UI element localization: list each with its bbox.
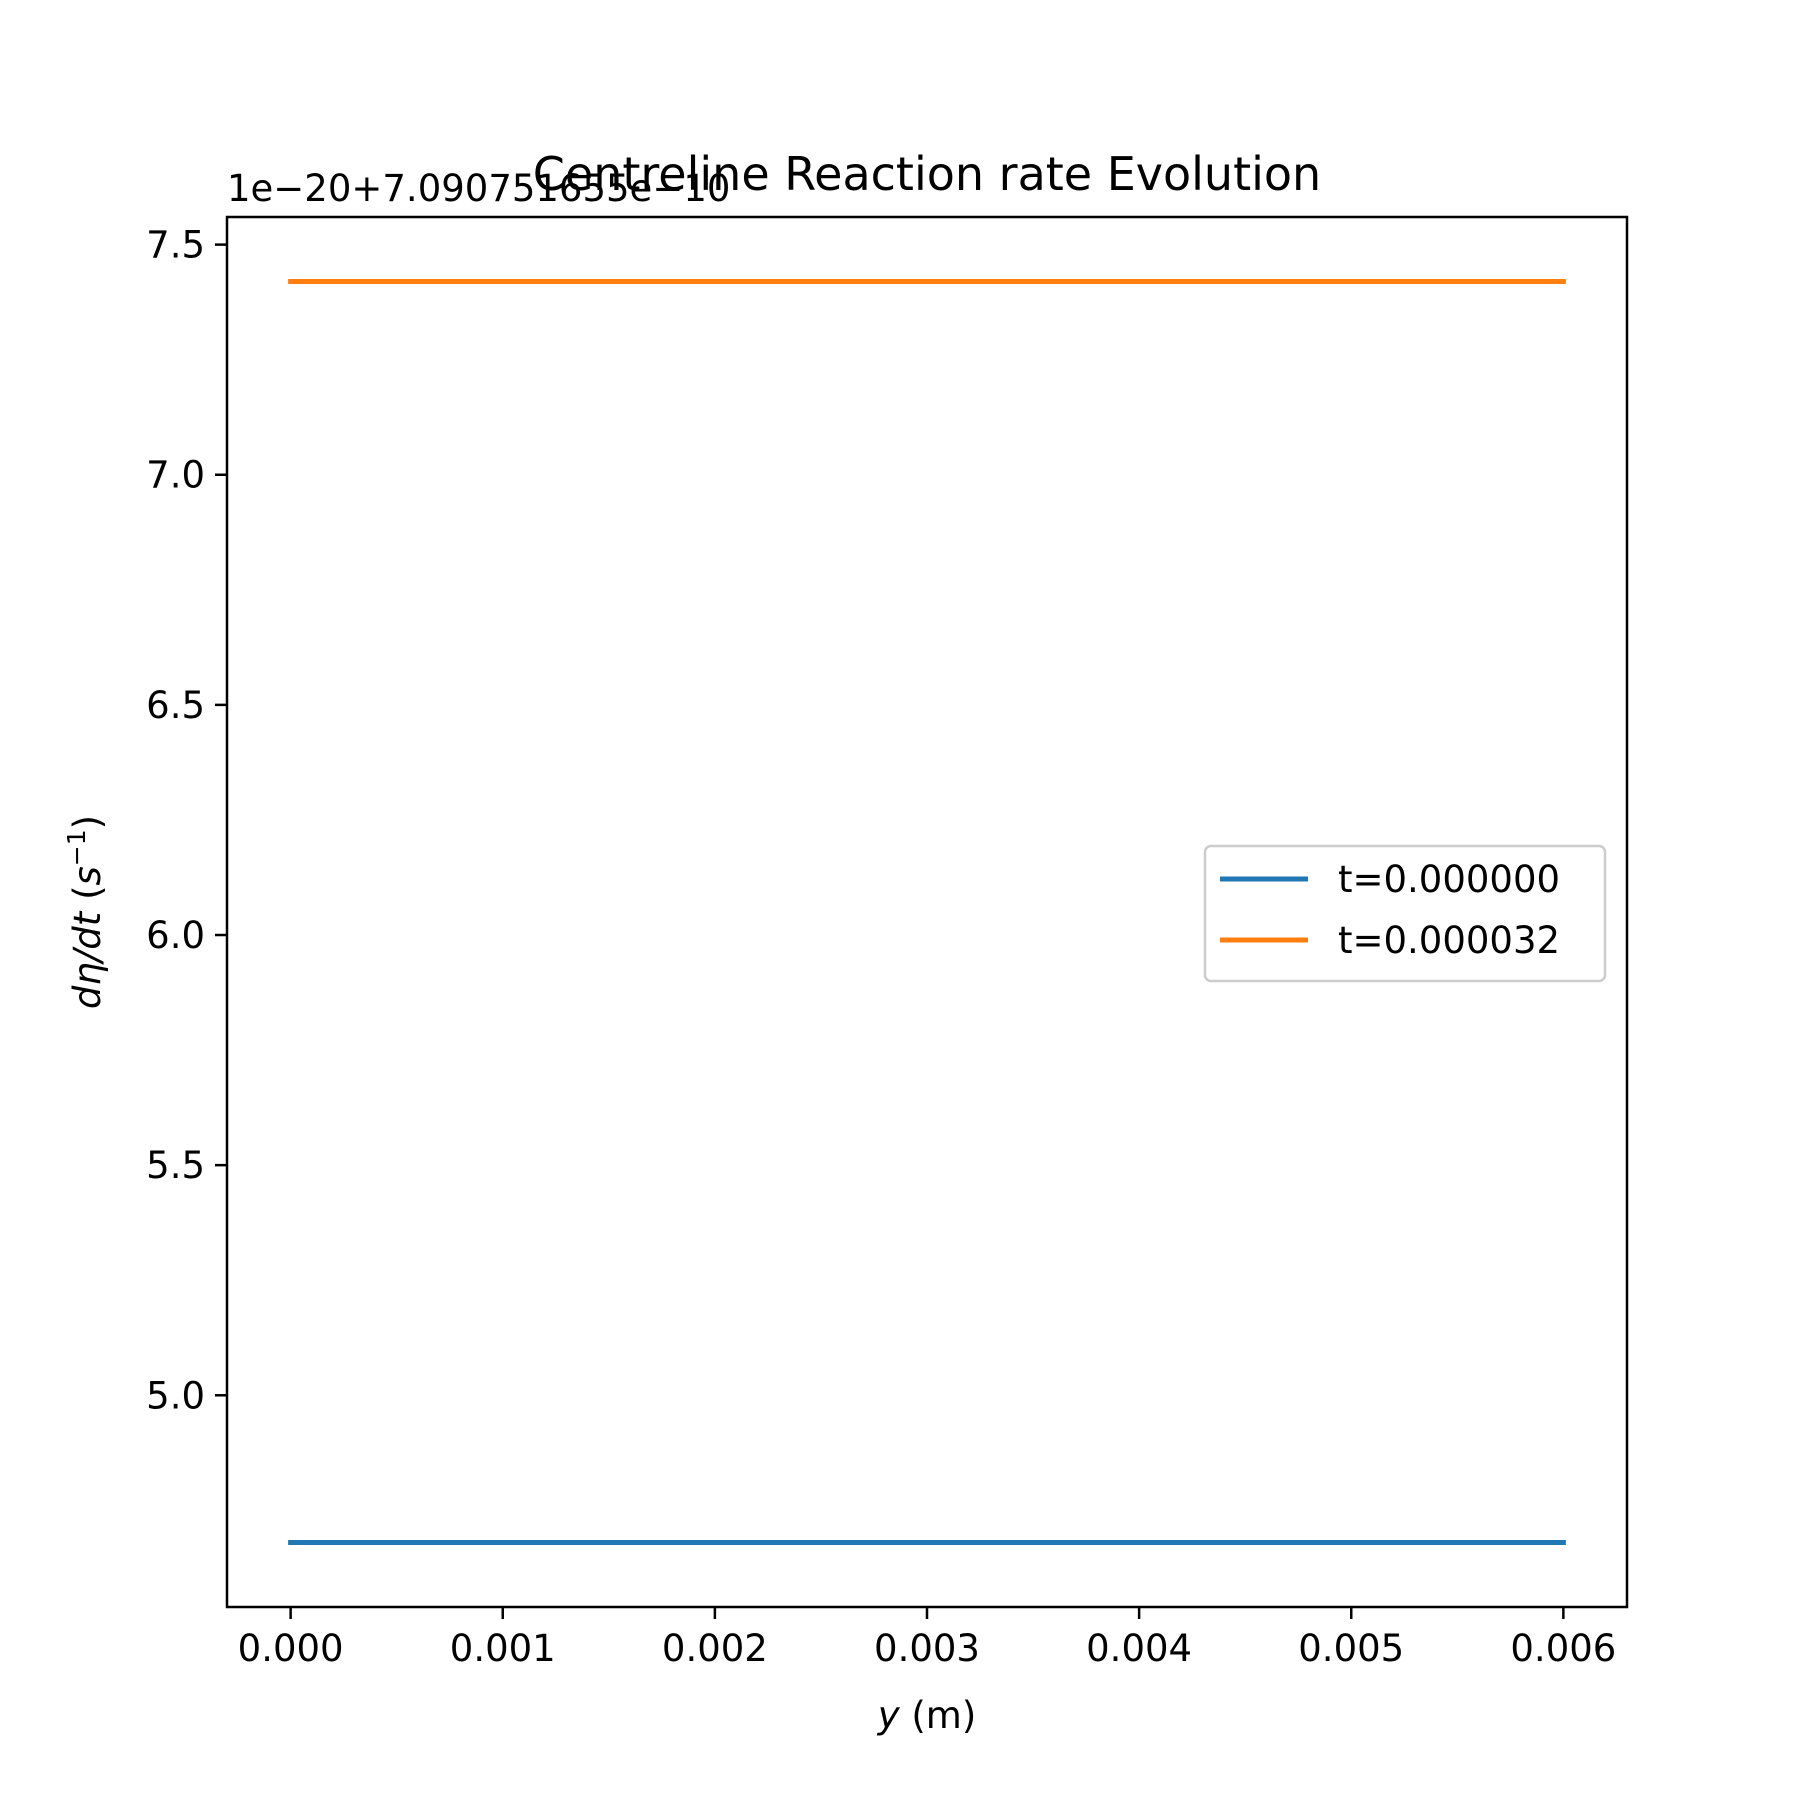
chart-title: Centreline Reaction rate Evolution [533,147,1321,201]
series-layer [288,278,1566,1546]
y-tick-label: 6.5 [146,684,205,727]
x-axis-ticks: 0.000 0.001 0.002 0.003 0.004 0.005 0.006 [238,1607,1616,1670]
x-tick-label: 0.001 [450,1627,556,1670]
y-tick-label: 5.5 [146,1144,205,1187]
x-axis-label-var: y [877,1694,901,1737]
x-tick-label: 0.006 [1510,1627,1616,1670]
legend-label-2: t=0.000032 [1338,919,1560,962]
x-tick-label: 0.000 [238,1627,344,1670]
x-tick-label: 0.003 [874,1627,980,1670]
y-tick-label: 7.5 [146,224,205,267]
x-axis-label-unit: (m) [900,1694,977,1737]
legend-entries: t=0.000000 t=0.000032 [1220,858,1560,962]
y-axis-label: dη/dt (s−1) [62,815,109,1009]
x-axis-label: y (m) [877,1694,977,1737]
legend: t=0.000000 t=0.000032 [1203,844,1607,983]
y-axis-ticks: 5.0 5.5 6.0 6.5 7.0 7.5 [146,224,227,1417]
y-tick-label: 7.0 [146,454,205,497]
x-tick-label: 0.005 [1298,1627,1404,1670]
y-axis-label-unit-open: ( [66,885,109,911]
y-axis-label-var: dη/dt [66,910,109,1009]
y-axis-label-unit-close: ) [66,815,109,829]
y-tick-label: 6.0 [146,914,205,957]
y-offset-text: 1e−20+7.090751655e−10 [227,167,730,210]
y-tick-label: 5.0 [146,1374,205,1417]
legend-label-1: t=0.000000 [1338,858,1560,901]
y-axis-label-unit-exp: −1 [62,829,91,866]
x-tick-label: 0.004 [1086,1627,1192,1670]
x-tick-label: 0.002 [662,1627,768,1670]
y-axis-label-unit-base: s [66,866,109,885]
